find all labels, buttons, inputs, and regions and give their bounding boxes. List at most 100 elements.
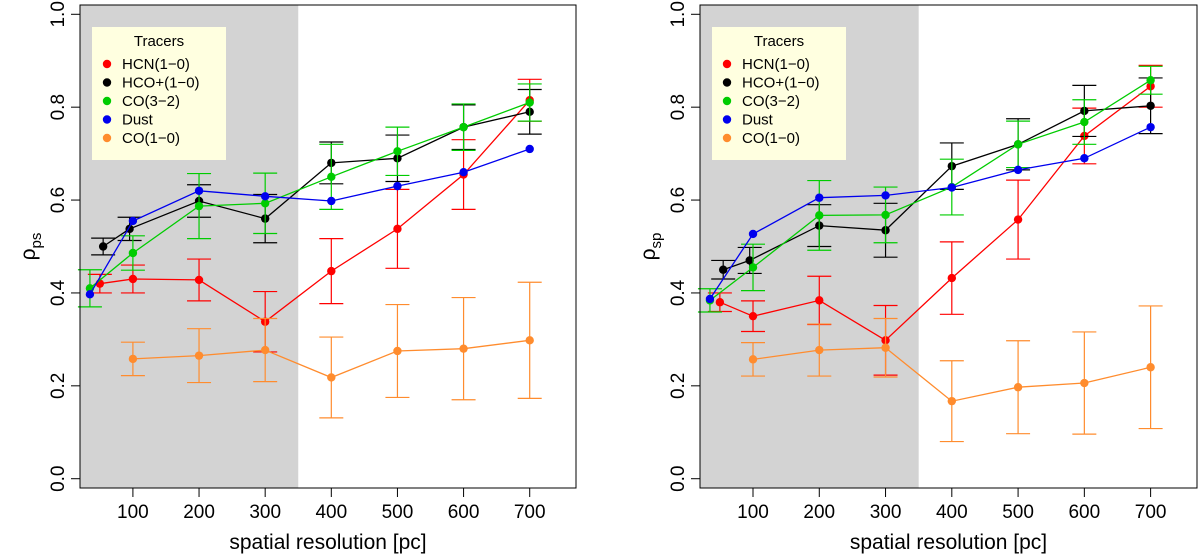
data-point — [745, 256, 754, 265]
legend: Tracers HCN(1−0) HCO+(1−0)CO(3−2) DustCO(1−… — [92, 27, 226, 160]
y-tick-label: 0.4 — [48, 279, 69, 306]
data-point — [260, 199, 270, 208]
x-tick-label: 700 — [514, 502, 546, 523]
x-tick-label: 600 — [448, 502, 480, 523]
y-tick-label: 0.2 — [668, 373, 689, 399]
chart-panel-right: 0.0 0.2 0.4 0.6 0.8 1.0 100 200 300 400 500 600 700 s… — [637, 1, 1198, 554]
data-point — [1013, 383, 1023, 392]
x-tick-label: 100 — [737, 502, 769, 523]
data-point — [194, 201, 204, 211]
legend-label: HCN(1−0) — [742, 56, 810, 73]
x-tick-label: 100 — [117, 502, 149, 523]
data-point — [128, 354, 138, 364]
x-tick-label: 200 — [803, 502, 835, 523]
data-point — [194, 275, 204, 285]
data-point — [715, 298, 725, 307]
x-axis-title: spatial resolution [pc] — [229, 531, 426, 554]
data-point — [748, 311, 758, 321]
legend-marker — [102, 78, 112, 87]
legend-label: HCN(1−0) — [122, 56, 190, 73]
x-tick-label: 600 — [1068, 502, 1100, 523]
y-axis-title-subscript: sp — [648, 233, 665, 249]
data-point — [1146, 363, 1155, 372]
data-point — [459, 344, 468, 353]
data-point — [881, 343, 890, 352]
data-point — [815, 296, 824, 305]
legend-label: HCO+(1−0) — [742, 75, 820, 92]
series-line — [722, 105, 1151, 271]
legend-marker — [722, 133, 732, 143]
legend-box — [712, 27, 846, 160]
x-tick-label: 700 — [1135, 502, 1167, 523]
data-point — [98, 242, 108, 251]
y-tick-label: 1.0 — [668, 1, 689, 27]
data-point — [393, 224, 402, 234]
data-point — [748, 229, 758, 239]
data-point — [194, 186, 204, 195]
series-line — [709, 126, 1151, 300]
series-Dust — [85, 144, 534, 299]
legend-box — [92, 27, 226, 160]
legend-marker — [722, 59, 732, 69]
data-point — [718, 265, 728, 274]
data-point — [1080, 117, 1089, 127]
y-tick-label: 0.4 — [668, 279, 689, 306]
series-line — [89, 101, 530, 289]
data-point — [748, 263, 758, 272]
data-point — [393, 181, 402, 191]
series-CO(1−0) — [120, 281, 542, 419]
data-point — [815, 345, 824, 355]
legend-marker — [722, 115, 732, 124]
data-point — [128, 274, 138, 284]
data-point — [1080, 378, 1089, 388]
x-tick-label: 300 — [249, 502, 281, 523]
legend-label: CO(3−2) — [122, 93, 180, 110]
data-point — [881, 210, 890, 220]
y-axis-title-subscript: ps — [28, 233, 45, 249]
legend: Tracers HCN(1−0) HCO+(1−0)CO(3−2) DustCO(1−… — [712, 27, 846, 160]
legend-title: Tracers — [754, 33, 804, 50]
legend-marker — [102, 115, 112, 124]
legend-title: Tracers — [134, 33, 184, 50]
data-point — [128, 216, 138, 226]
data-point — [327, 266, 336, 276]
data-point — [260, 192, 270, 201]
y-axis-title: ρps — [17, 233, 45, 261]
data-point — [1146, 101, 1155, 110]
x-axis-title: spatial resolution [pc] — [850, 531, 1047, 554]
series-CO(3−2) — [697, 65, 1163, 313]
data-point — [525, 144, 534, 154]
data-point — [947, 396, 957, 406]
data-point — [705, 294, 715, 304]
x-tick-label: 500 — [1002, 502, 1034, 523]
data-point — [815, 211, 824, 220]
data-point — [85, 290, 95, 299]
plot-frame — [699, 4, 1198, 489]
legend-marker — [722, 96, 732, 106]
legend-label: Dust — [122, 112, 154, 129]
series-line — [89, 148, 530, 295]
y-tick-label: 0.0 — [48, 466, 69, 492]
legend-marker — [102, 96, 112, 106]
data-point — [1146, 122, 1155, 132]
data-point — [194, 351, 204, 360]
x-tick-label: 400 — [936, 502, 968, 523]
data-point — [327, 373, 336, 382]
series-line — [719, 85, 1151, 342]
series-CO(1−0) — [741, 305, 1163, 443]
legend-marker — [722, 78, 732, 87]
series-line — [709, 79, 1151, 301]
y-tick-label: 0.2 — [48, 373, 69, 399]
series-Dust — [705, 122, 1155, 304]
data-point — [1013, 140, 1023, 149]
data-point — [327, 196, 336, 206]
y-tick-label: 0.8 — [48, 94, 69, 120]
data-point — [1080, 154, 1089, 163]
y-tick-label: 0.8 — [668, 94, 689, 120]
legend-marker — [102, 133, 112, 143]
data-point — [327, 172, 336, 182]
series-HCN(1−0) — [707, 64, 1163, 376]
x-tick-label: 400 — [315, 502, 347, 523]
data-point — [525, 336, 534, 345]
